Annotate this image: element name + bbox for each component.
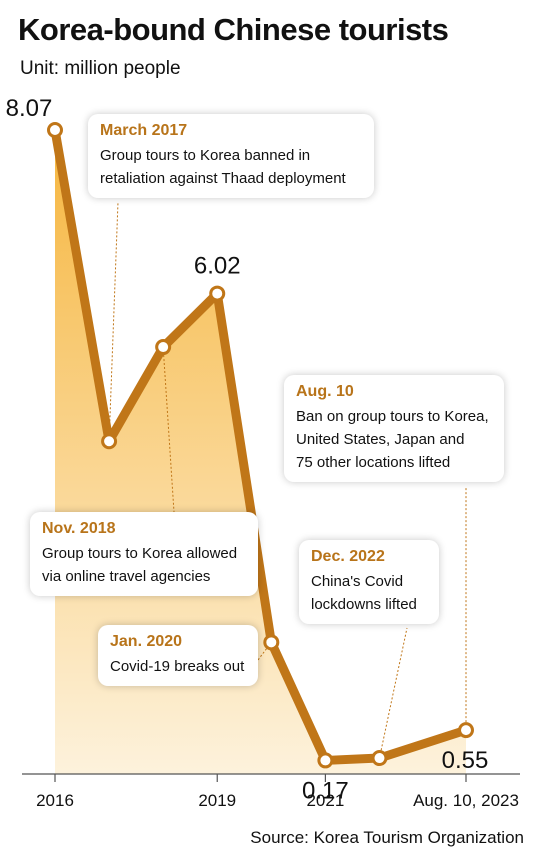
x-tick-label: 2021 [306,791,344,810]
callout-nov-2018: Nov. 2018 Group tours to Korea allowed v… [30,512,258,596]
callout-date: Aug. 10 [296,383,354,400]
callout-date: Jan. 2020 [110,633,183,650]
callout-date: Dec. 2022 [311,548,385,565]
callout-text: Covid-19 breaks out [110,658,245,675]
area-fill [55,130,466,774]
callout-date: March 2017 [100,122,188,139]
data-point [371,750,388,767]
callout-jan-2020: Jan. 2020 Covid-19 breaks out [98,625,258,686]
callout-text: China's Covid lockdowns lifted [311,573,417,613]
callout-text: Group tours to Korea allowed via online … [42,545,238,585]
data-label: 0.17 [302,777,349,804]
callout-date: Nov. 2018 [42,520,116,537]
data-label: 8.07 [6,95,53,122]
callout-text: Group tours to Korea banned in retaliati… [100,147,346,187]
chart-subtitle: Unit: million people [20,58,181,79]
data-point [209,285,226,302]
data-point [101,433,118,450]
data-label: 0.55 [442,747,489,774]
x-tick-label: 2019 [198,791,236,810]
callout-march-2017: March 2017 Group tours to Korea banned i… [88,114,374,198]
callout-dec-2022: Dec. 2022 China's Covid lockdowns lifted [299,540,439,624]
data-point [458,722,474,739]
leader-line [378,627,408,759]
callout-aug-10: Aug. 10 Ban on group tours to Korea, Uni… [284,375,504,482]
source-note: Source: Korea Tourism Organization [250,828,524,847]
callout-text: Ban on group tours to Korea, United Stat… [296,408,489,471]
leader-line [162,347,175,513]
x-tick-label: Aug. 10, 2023 [413,791,519,810]
leader-line [108,201,119,442]
data-point [47,122,63,138]
x-tick-label: 2016 [36,791,74,810]
series-line [50,125,471,765]
data-point [155,339,172,356]
chart-title: Korea-bound Chinese tourists [18,12,449,47]
data-label: 6.02 [194,253,241,280]
data-point [317,752,334,769]
data-point [263,634,280,651]
